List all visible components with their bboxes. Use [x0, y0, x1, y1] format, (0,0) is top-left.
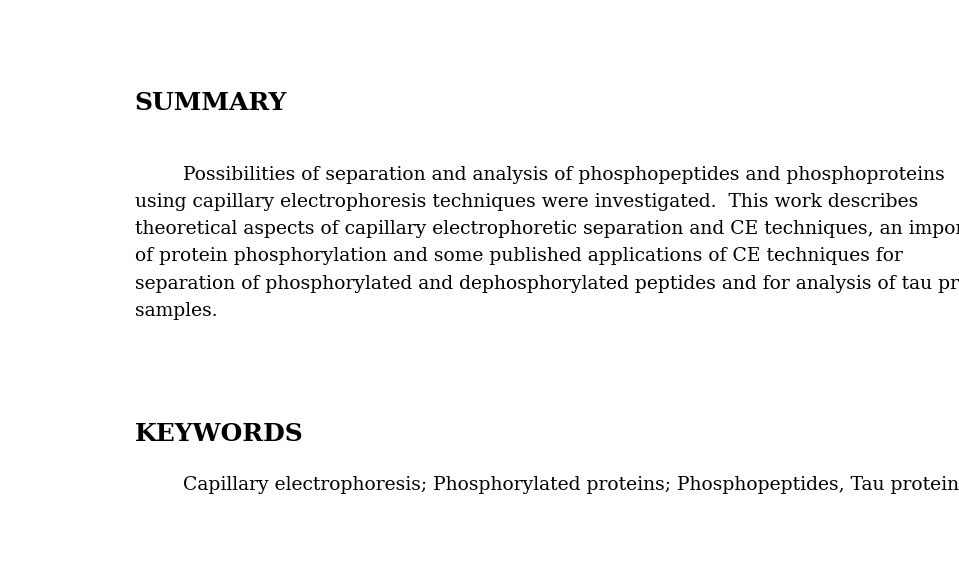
Text: SUMMARY: SUMMARY	[134, 91, 287, 115]
Text: Possibilities of separation and analysis of phosphopeptides and phosphoproteins
: Possibilities of separation and analysis…	[134, 166, 959, 320]
Text: Capillary electrophoresis; Phosphorylated proteins; Phosphopeptides, Tau protein: Capillary electrophoresis; Phosphorylate…	[134, 475, 959, 494]
Text: KEYWORDS: KEYWORDS	[134, 422, 303, 447]
